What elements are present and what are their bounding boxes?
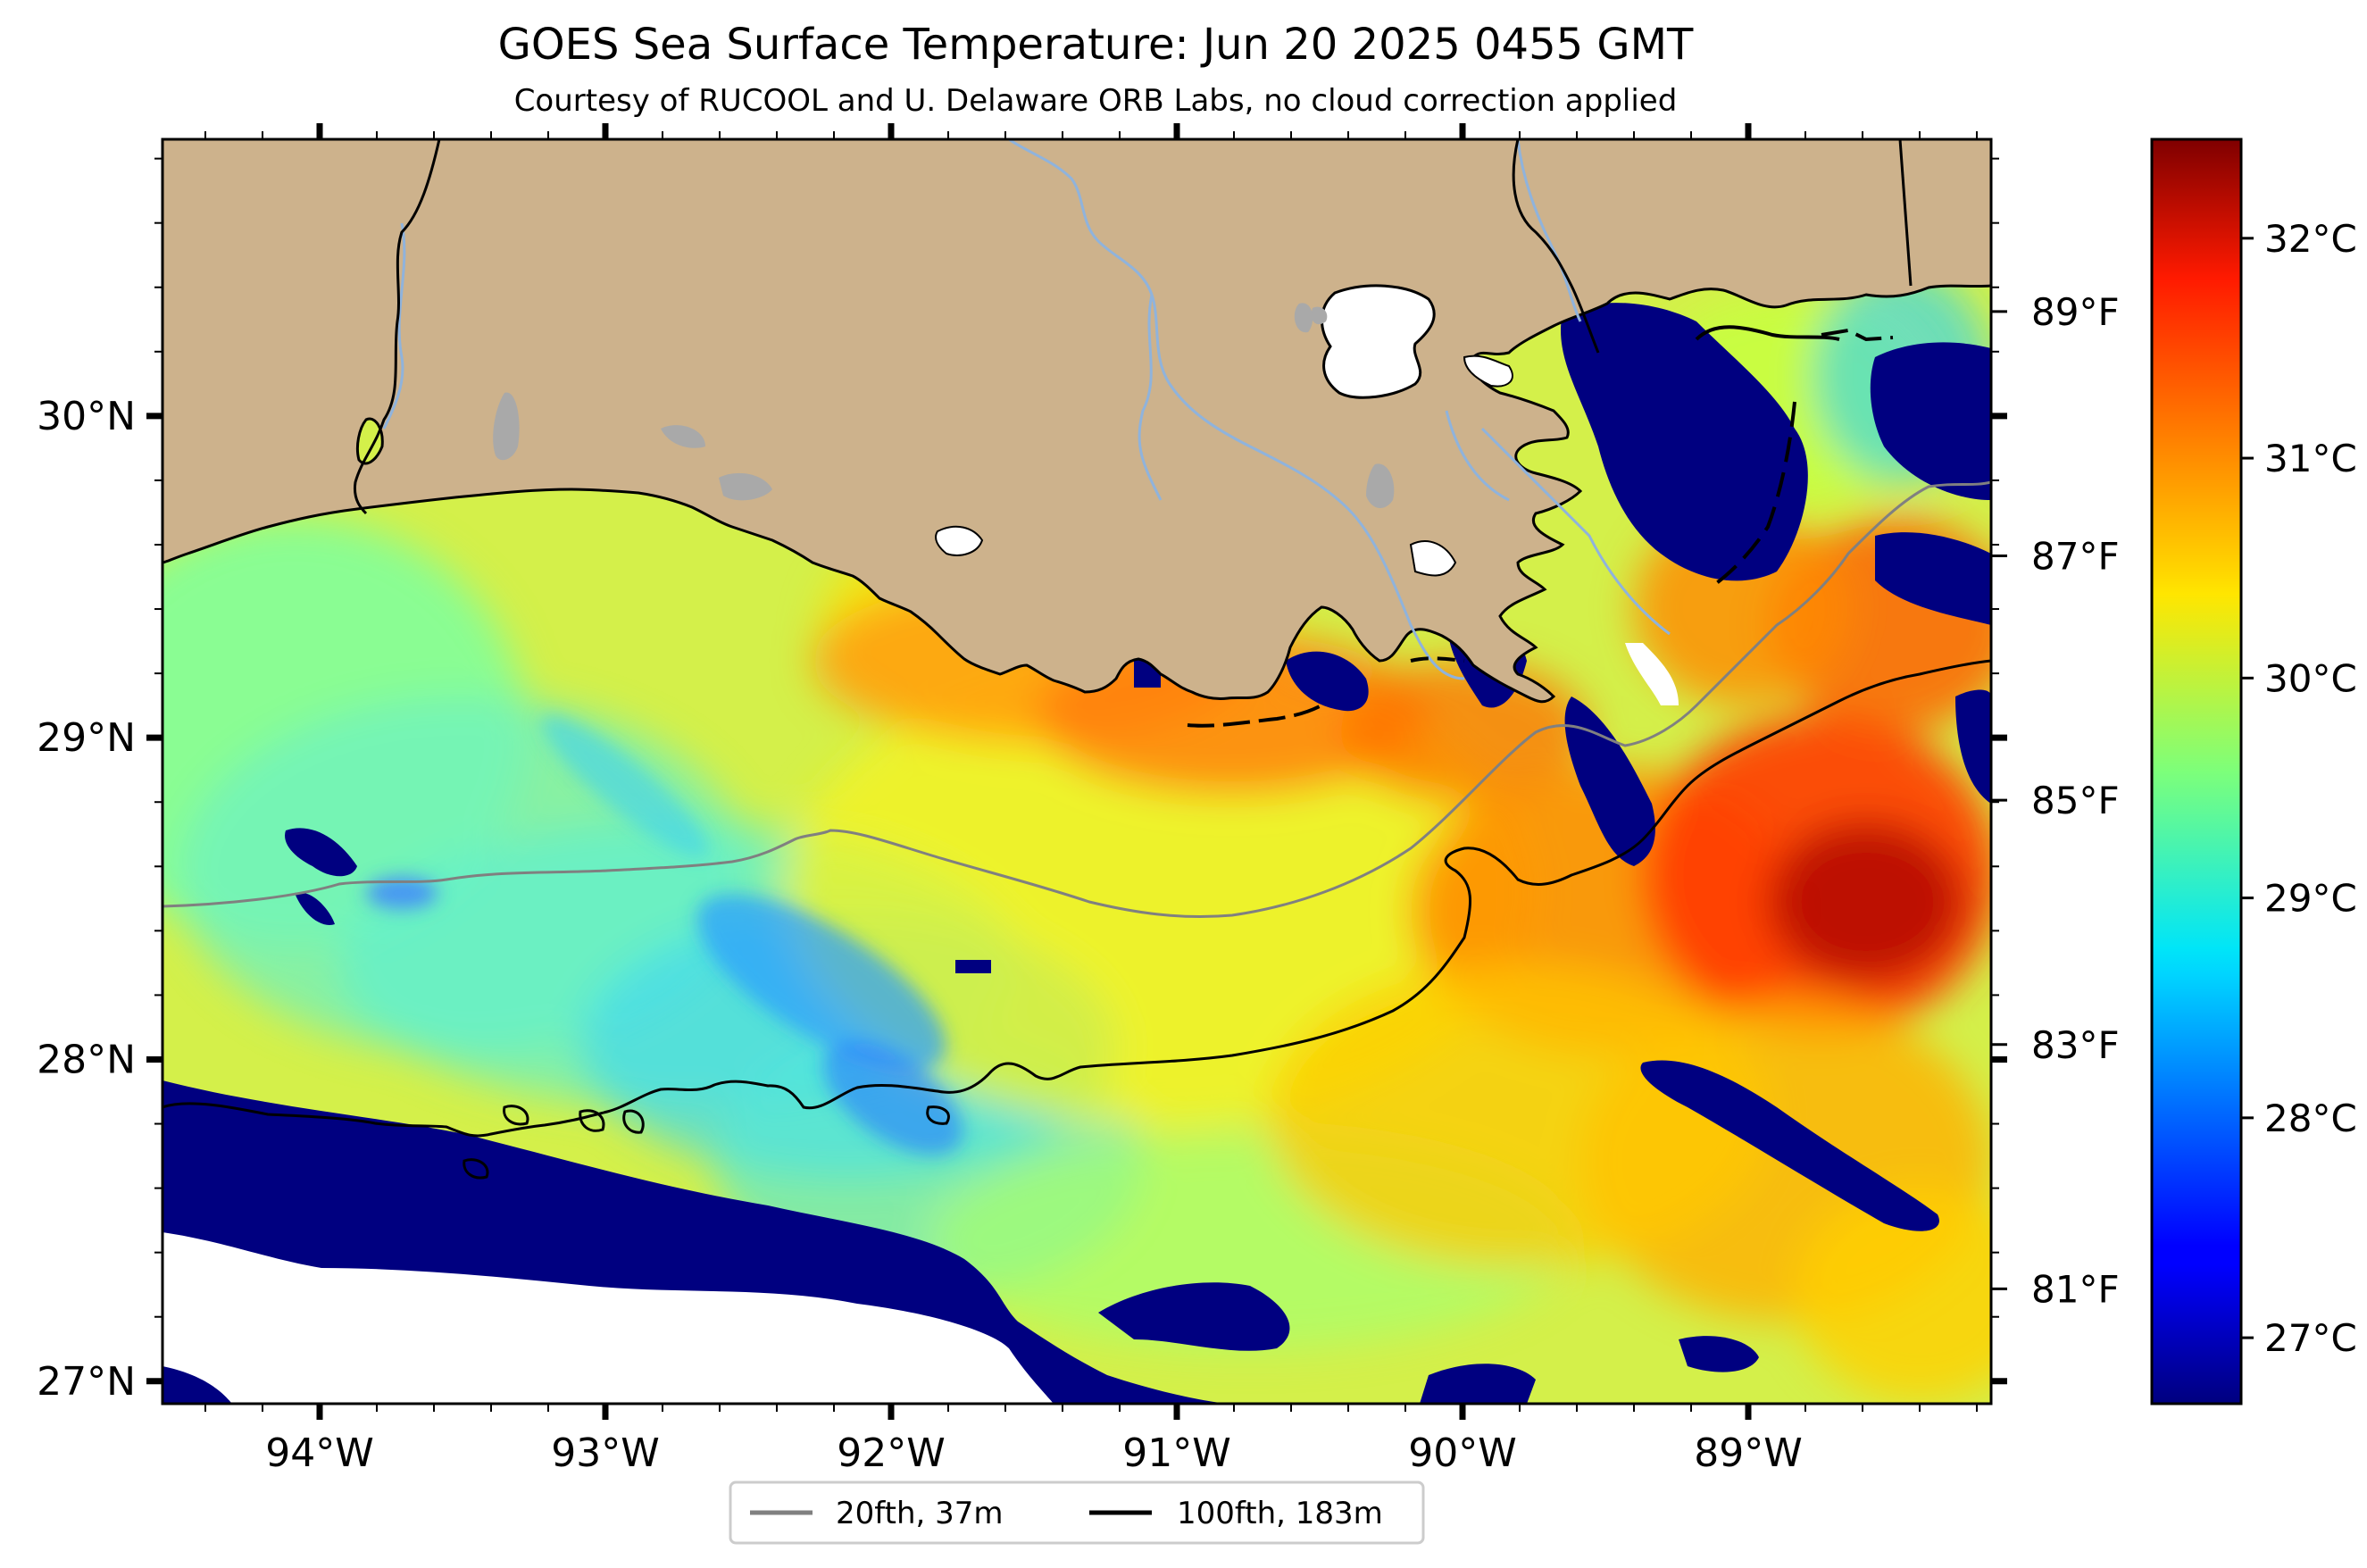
legend: 20fth, 37m 100fth, 183m xyxy=(729,1480,1425,1545)
isobath-100fth xyxy=(163,659,1991,1138)
lat-tick-label: 28°N xyxy=(37,1037,136,1082)
lon-tick-label: 93°W xyxy=(551,1430,660,1476)
isobath-100fth-pockets xyxy=(463,1105,950,1180)
legend-box xyxy=(729,1480,1425,1545)
celsius-tick-label: 32°C xyxy=(2264,217,2357,261)
fahrenheit-tick-label: 89°F xyxy=(2031,290,2120,334)
inland-water xyxy=(355,284,1513,577)
map-subtitle: Courtesy of RUCOOL and U. Delaware ORB L… xyxy=(514,83,1678,119)
rivers xyxy=(382,139,1671,680)
celsius-tick-label: 28°C xyxy=(2264,1097,2357,1140)
lon-tick-label: 91°W xyxy=(1122,1430,1231,1476)
legend-label-20fth: 20fth, 37m xyxy=(836,1496,1004,1531)
celsius-tick-label: 27°C xyxy=(2264,1316,2357,1360)
state-borders xyxy=(353,139,1913,515)
map-area xyxy=(163,139,1991,1404)
legend-label-100fth: 100fth, 183m xyxy=(1177,1496,1383,1531)
fahrenheit-tick-label: 85°F xyxy=(2031,779,2120,822)
lat-tick-label: 29°N xyxy=(37,715,136,761)
map-frame xyxy=(161,138,1993,1405)
lon-tick-label: 89°W xyxy=(1694,1430,1803,1476)
lat-tick-label: 27°N xyxy=(37,1359,136,1405)
fahrenheit-tick-label: 83°F xyxy=(2031,1023,2120,1067)
lon-tick-label: 92°W xyxy=(837,1430,946,1476)
fahrenheit-tick-label: 81°F xyxy=(2031,1267,2120,1311)
lon-tick-label: 90°W xyxy=(1408,1430,1517,1476)
no-data-areas xyxy=(163,643,1679,1404)
fahrenheit-tick-label: 87°F xyxy=(2031,535,2120,579)
lat-tick-label: 30°N xyxy=(37,394,136,439)
map-title: GOES Sea Surface Temperature: Jun 20 202… xyxy=(498,20,1694,70)
colorbar xyxy=(2150,138,2243,1405)
map-axes: 94°W 93°W 92°W 91°W 90°W 89°W 27°N 28°N 29°N 30°N xyxy=(37,123,2007,1476)
delta-outlines xyxy=(1187,325,1894,728)
isobath-20fth xyxy=(163,480,1991,918)
celsius-tick-label: 29°C xyxy=(2264,877,2357,921)
celsius-tick-label: 30°C xyxy=(2264,656,2357,700)
colorbar-ticks: 27°C 28°C 29°C 30°C 31°C 32°C 81°F 83°F 85°F 87°F… xyxy=(1991,217,2357,1360)
lon-tick-label: 94°W xyxy=(265,1430,374,1476)
sst-cool-streaks xyxy=(366,713,963,1155)
celsius-tick-label: 31°C xyxy=(2264,437,2357,480)
